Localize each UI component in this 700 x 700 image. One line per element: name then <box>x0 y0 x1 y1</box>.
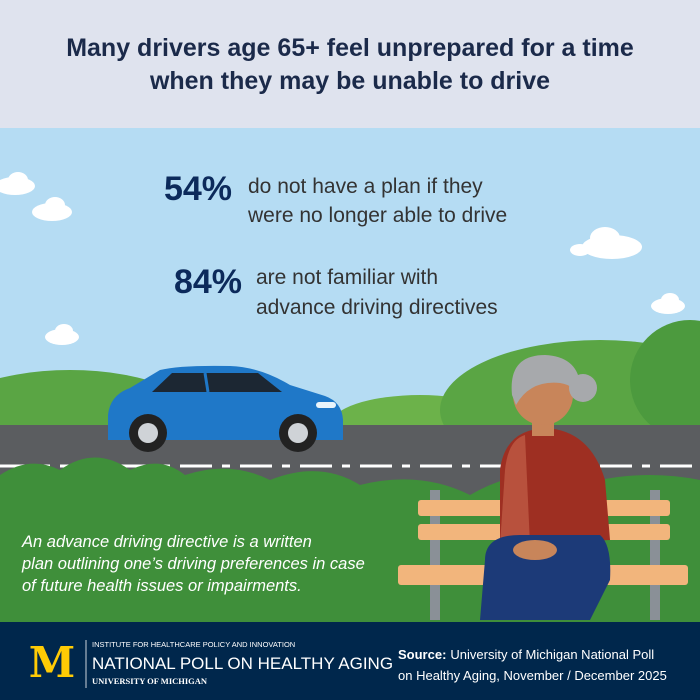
stat-text: were no longer able to drive <box>247 204 507 227</box>
source-label: Source: <box>398 647 446 662</box>
source-text: University of Michigan National Poll <box>450 647 654 662</box>
footer <box>0 622 700 700</box>
university: UNIVERSITY OF MICHIGAN <box>92 676 208 686</box>
stat-value: 54% <box>164 170 232 208</box>
definition-line: An advance driving directive is a writte… <box>21 533 312 551</box>
stat-text: advance driving directives <box>256 296 498 319</box>
woman <box>480 355 611 620</box>
source-text: on Healthy Aging, November / December 20… <box>398 668 667 683</box>
poll-name: NATIONAL POLL ON HEALTHY AGING <box>92 654 393 673</box>
car <box>108 365 343 452</box>
definition-line: of future health issues or impairments. <box>22 577 302 595</box>
source: Source: University of Michigan National P… <box>398 647 654 662</box>
stat-text: are not familiar with <box>256 266 438 289</box>
institute: INSTITUTE FOR HEALTHCARE POLICY AND INNO… <box>92 640 295 649</box>
title-band <box>0 0 700 128</box>
title-line: when they may be unable to drive <box>149 67 550 95</box>
title-line: Many drivers age 65+ feel unprepared for… <box>66 34 634 62</box>
stat-value: 84% <box>174 263 242 301</box>
stat-text: do not have a plan if they <box>248 175 483 198</box>
definition-line: plan outlining one’s driving preferences… <box>21 555 365 573</box>
clouds <box>0 172 685 345</box>
logo: M <box>29 638 76 687</box>
